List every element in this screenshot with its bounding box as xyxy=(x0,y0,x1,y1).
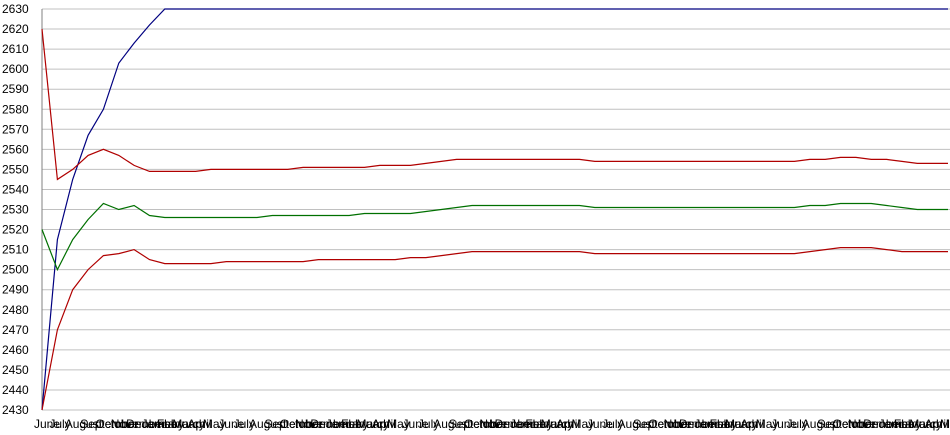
x-tick-label: July xyxy=(602,417,623,431)
x-tick-label: October xyxy=(464,417,507,431)
x-tick-label: August xyxy=(433,417,471,431)
y-tick-label: 2470 xyxy=(2,323,29,337)
x-tick-label: October xyxy=(833,417,876,431)
x-tick-label: April xyxy=(925,417,949,431)
x-tick-label: December xyxy=(310,417,365,431)
x-tick-label: September xyxy=(80,417,139,431)
x-tick-label: December xyxy=(126,417,181,431)
x-tick-label: May xyxy=(940,417,950,431)
x-tick-label: May xyxy=(756,417,779,431)
y-tick-label: 2630 xyxy=(2,2,29,16)
y-tick-label: 2440 xyxy=(2,383,29,397)
x-tick-label: July xyxy=(418,417,439,431)
x-tick-label: January xyxy=(510,417,553,431)
y-tick-label: 2560 xyxy=(2,142,29,156)
x-tick-label: September xyxy=(449,417,508,431)
x-tick-label: April xyxy=(188,417,212,431)
y-tick-label: 2550 xyxy=(2,162,29,176)
x-tick-label: March xyxy=(172,417,205,431)
x-tick-label: March xyxy=(725,417,758,431)
x-tick-label: August xyxy=(802,417,840,431)
x-tick-label: August xyxy=(249,417,287,431)
y-tick-label: 2520 xyxy=(2,223,29,237)
x-tick-label: November xyxy=(664,417,719,431)
x-tick-label: March xyxy=(909,417,942,431)
y-tick-label: 2530 xyxy=(2,203,29,217)
y-tick-label: 2540 xyxy=(2,182,29,196)
x-tick-label: March xyxy=(541,417,574,431)
x-tick-label: September xyxy=(633,417,692,431)
series-line xyxy=(41,202,948,272)
y-tick-label: 2460 xyxy=(2,343,29,357)
x-tick-label: November xyxy=(295,417,350,431)
x-tick-label: October xyxy=(95,417,138,431)
x-tick-label: February xyxy=(341,417,389,431)
x-tick-label: December xyxy=(863,417,918,431)
x-tick-label: September xyxy=(264,417,323,431)
x-tick-label: July xyxy=(49,417,70,431)
series-line xyxy=(41,29,948,181)
x-tick-label: January xyxy=(879,417,922,431)
x-tick-label: September xyxy=(817,417,876,431)
x-tick-label: February xyxy=(157,417,205,431)
x-tick-label: January xyxy=(326,417,369,431)
y-tick-label: 2450 xyxy=(2,363,29,377)
x-tick-label: June xyxy=(587,417,613,431)
x-tick-label: April xyxy=(372,417,396,431)
x-tick-label: May xyxy=(203,417,226,431)
x-tick-label: July xyxy=(786,417,807,431)
x-tick-label: April xyxy=(740,417,764,431)
y-tick-label: 2500 xyxy=(2,263,29,277)
x-tick-label: January xyxy=(141,417,184,431)
x-tick-label: November xyxy=(848,417,903,431)
x-tick-label: May xyxy=(571,417,594,431)
x-tick-label: August xyxy=(65,417,103,431)
y-tick-label: 2600 xyxy=(2,62,29,76)
y-tick-label: 2610 xyxy=(2,42,29,56)
y-tick-label: 2580 xyxy=(2,102,29,116)
x-tick-label: February xyxy=(710,417,758,431)
y-tick-label: 2510 xyxy=(2,243,29,257)
y-tick-label: 2480 xyxy=(2,303,29,317)
y-tick-label: 2620 xyxy=(2,22,29,36)
x-tick-label: July xyxy=(234,417,255,431)
series-line xyxy=(41,8,948,411)
x-tick-label: December xyxy=(495,417,550,431)
x-tick-label: November xyxy=(479,417,534,431)
x-tick-label: February xyxy=(525,417,573,431)
x-tick-label: May xyxy=(387,417,410,431)
y-tick-label: 2430 xyxy=(2,403,29,417)
x-tick-label: April xyxy=(556,417,580,431)
x-tick-label: November xyxy=(111,417,166,431)
y-tick-label: 2590 xyxy=(2,82,29,96)
y-tick-label: 2490 xyxy=(2,283,29,297)
y-tick-label: 2570 xyxy=(2,122,29,136)
x-tick-label: June xyxy=(34,417,60,431)
x-tick-label: October xyxy=(280,417,323,431)
x-tick-label: June xyxy=(218,417,244,431)
x-tick-label: December xyxy=(679,417,734,431)
x-tick-label: June xyxy=(403,417,429,431)
series-line xyxy=(41,247,948,411)
x-tick-label: February xyxy=(894,417,942,431)
x-tick-label: March xyxy=(356,417,389,431)
x-tick-label: October xyxy=(648,417,691,431)
x-tick-label: January xyxy=(694,417,737,431)
x-tick-label: August xyxy=(618,417,656,431)
x-tick-label: June xyxy=(771,417,797,431)
